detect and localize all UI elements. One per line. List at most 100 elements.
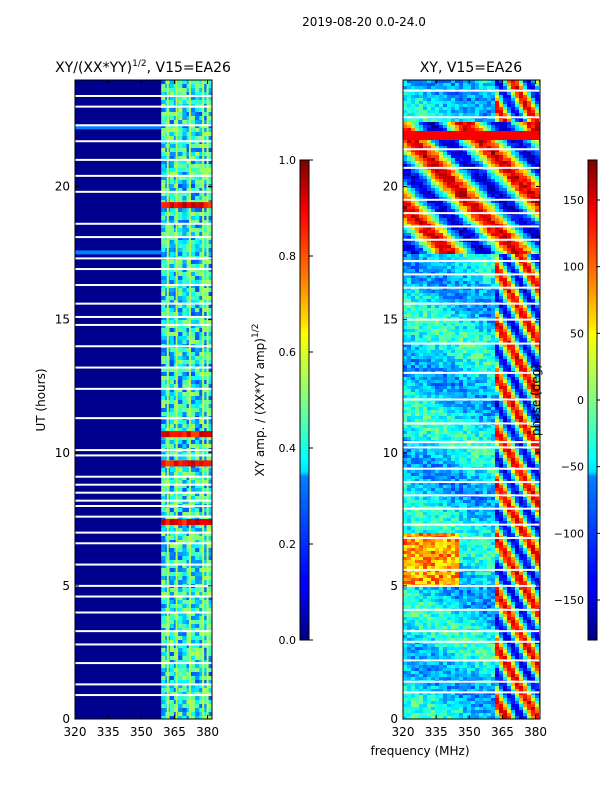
amplitude-cell [207, 368, 212, 373]
amplitude-cell [182, 320, 188, 325]
phase-cell [531, 320, 536, 324]
phase-cell [471, 152, 476, 156]
phase-cell [411, 185, 416, 189]
amplitude-cell [207, 300, 212, 305]
phase-cell [523, 203, 528, 207]
phase-cell [471, 146, 476, 150]
phase-cell [479, 326, 484, 330]
amplitude-cell [199, 564, 205, 569]
amplitude-panel-title: XY/(XX*YY)1/2, V15=EA26 [55, 59, 231, 76]
amplitude-cell [182, 276, 188, 281]
phase-cell [523, 95, 528, 99]
phase-cell [435, 296, 440, 300]
phase-cell [479, 245, 484, 249]
phase-cell [487, 299, 492, 303]
phase-cell [483, 269, 488, 273]
phase-cell [407, 152, 412, 156]
amplitude-cell [182, 588, 188, 593]
amplitude-cell [203, 392, 209, 397]
amplitude-cell [195, 296, 200, 301]
phase-cell [435, 155, 440, 159]
phase-cell [531, 149, 536, 153]
amplitude-cell [203, 264, 209, 269]
amplitude-cell [178, 268, 183, 273]
phase-cell [411, 191, 416, 195]
amplitude-cell [199, 228, 205, 233]
phase-cell [455, 323, 460, 327]
phase-cell [451, 233, 456, 237]
phase-cell [491, 248, 496, 252]
phase-cell [447, 113, 452, 117]
phase-cell [495, 218, 500, 222]
phase-cell [407, 164, 412, 168]
amplitude-cell [169, 628, 175, 633]
amplitude-cell [203, 276, 209, 281]
amplitude-cell [190, 92, 196, 97]
amplitude-cell [178, 644, 183, 649]
phase-cell [467, 248, 472, 252]
phase-cell [487, 170, 492, 174]
phase-cell [507, 266, 512, 270]
amplitude-cell [199, 412, 205, 417]
phase-cell [463, 92, 468, 96]
phase-cell [467, 242, 472, 246]
phase-cell [431, 275, 436, 279]
phase-cell [459, 95, 464, 99]
amplitude-cell [190, 708, 196, 713]
phase-cell [519, 218, 524, 222]
phase-cell [479, 173, 484, 177]
phase-cell [463, 200, 468, 204]
phase-cell [503, 320, 508, 324]
amplitude-cell [178, 676, 183, 681]
phase-cell [419, 296, 424, 300]
phase-cell [419, 221, 424, 225]
amplitude-cell [178, 100, 183, 105]
amplitude-cell [199, 292, 205, 297]
phase-cell [535, 278, 540, 282]
amplitude-cell [207, 400, 212, 405]
amplitude-cell [190, 120, 196, 125]
phase-cell [403, 200, 408, 204]
phase-cell [535, 188, 540, 192]
phase-cell [495, 227, 500, 231]
phase-cell [411, 263, 416, 267]
phase-cell [515, 209, 520, 213]
amplitude-cell [207, 492, 212, 497]
amplitude-high-cell [186, 518, 192, 525]
amplitude-cell [182, 700, 188, 705]
phase-cell [507, 155, 512, 159]
amplitude-cell [195, 340, 200, 345]
phase-cell [455, 251, 460, 255]
phase-cell [463, 155, 468, 159]
phase-cell [487, 119, 492, 123]
amplitude-cell [199, 540, 205, 545]
amplitude-cell [169, 184, 175, 189]
phase-cell [467, 182, 472, 186]
amplitude-cell [169, 284, 175, 289]
phase-cell [499, 161, 504, 165]
amplitude-cell [203, 524, 209, 529]
phase-cell [507, 125, 512, 129]
amplitude-cell [178, 496, 183, 501]
amplitude-cell [207, 620, 212, 625]
phase-cell [463, 278, 468, 282]
amplitude-cell [207, 440, 212, 445]
phase-cell [479, 125, 484, 129]
phase-cell [475, 218, 480, 222]
amplitude-cell [203, 196, 209, 201]
amplitude-cell [178, 260, 183, 265]
amplitude-cell [207, 148, 212, 153]
amplitude-cell [182, 712, 188, 717]
amplitude-cell [190, 632, 196, 637]
phase-cell [499, 80, 504, 84]
amplitude-flagged-row [75, 542, 212, 545]
phase-cell [407, 179, 412, 183]
phase-cell [407, 134, 412, 138]
amplitude-cell [161, 668, 166, 673]
phase-cell [495, 137, 500, 141]
amplitude-cell [199, 360, 205, 365]
amplitude-cell [161, 96, 166, 101]
amplitude-cell [182, 384, 188, 389]
phase-cell [495, 80, 500, 84]
phase-cell [515, 134, 520, 138]
